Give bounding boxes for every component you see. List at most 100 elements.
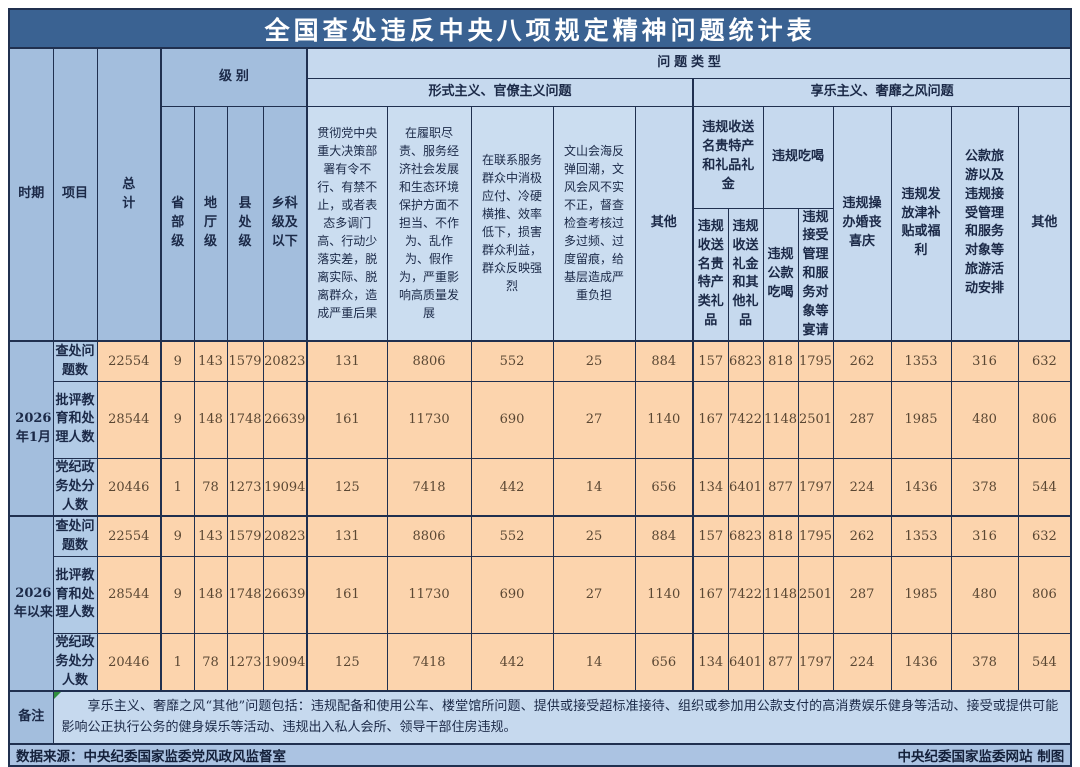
data-cell: 167 [692, 380, 729, 459]
remark-text: 享乐主义、奢靡之风“其他”问题包括：违规配备和使用公车、楼堂馆所问题、提供或接受… [61, 699, 1059, 735]
data-cell: 6823 [727, 340, 764, 382]
col-header-formalism: 形式主义、官僚主义问题 [306, 77, 694, 107]
data-cell: 806 [1017, 380, 1072, 459]
col-header-allowances: 违规发放津补贴或福利 [890, 105, 952, 342]
data-cell: 157 [692, 340, 729, 382]
data-cell: 1436 [890, 457, 952, 517]
col-header-cash-gifts: 违规收送礼金和其他礼品 [727, 207, 764, 342]
data-cell: 884 [634, 515, 694, 557]
col-header-dining-group: 违规吃喝 [762, 105, 834, 209]
data-cell: 1797 [797, 632, 834, 692]
data-cell: 1353 [890, 515, 952, 557]
data-cell: 25 [552, 515, 636, 557]
data-cell: 6401 [727, 632, 764, 692]
table-row: 批评教育和处理人数 28544 9 148 1748 26639 161 117… [9, 380, 1072, 459]
data-cell: 22554 [96, 515, 162, 557]
data-cell: 7422 [727, 555, 764, 634]
row-label: 查处问题数 [52, 340, 98, 382]
data-cell: 157 [692, 515, 729, 557]
data-cell: 224 [832, 457, 892, 517]
data-cell: 877 [762, 632, 799, 692]
row-label: 批评教育和处理人数 [52, 380, 98, 459]
data-cell: 480 [950, 555, 1019, 634]
row-label: 查处问题数 [52, 515, 98, 557]
table-row: 党纪政务处分人数 20446 1 78 1273 19094 125 7418 … [9, 632, 1072, 692]
data-cell: 14 [552, 457, 636, 517]
data-cell: 262 [832, 340, 892, 382]
data-cell: 9 [160, 340, 195, 382]
data-cell: 378 [950, 457, 1019, 517]
data-cell: 316 [950, 515, 1019, 557]
data-cell: 19094 [262, 632, 308, 692]
data-cell: 1148 [762, 555, 799, 634]
data-cell: 27 [552, 555, 636, 634]
data-cell: 1579 [226, 340, 264, 382]
period-cell: 2026年1月 [8, 340, 54, 517]
row-label: 党纪政务处分人数 [52, 632, 98, 692]
table-row: 党纪政务处分人数 20446 1 78 1273 19094 125 7418 … [9, 457, 1072, 517]
remark-content: 享乐主义、奢靡之风“其他”问题包括：违规配备和使用公车、楼堂馆所问题、提供或接受… [52, 690, 1072, 745]
data-cell: 1795 [797, 340, 834, 382]
row-label: 批评教育和处理人数 [52, 555, 98, 634]
data-cell: 2501 [797, 380, 834, 459]
col-header-level-township: 乡科级及以下 [262, 105, 308, 342]
data-cell: 20823 [262, 340, 308, 382]
col-header-specialty-gifts: 违规收送名贵特产类礼品 [692, 207, 729, 342]
data-cell: 1795 [797, 515, 834, 557]
data-cell: 632 [1017, 340, 1072, 382]
data-cell: 8806 [386, 515, 472, 557]
data-cell: 19094 [262, 457, 308, 517]
col-header-level: 级别 [160, 47, 308, 107]
data-cell: 287 [832, 555, 892, 634]
data-cell: 143 [193, 340, 228, 382]
data-cell: 22554 [96, 340, 162, 382]
col-header-total: 总计 [96, 47, 162, 342]
data-cell: 78 [193, 457, 228, 517]
data-cell: 20446 [96, 632, 162, 692]
col-header-level-county: 县处级 [226, 105, 264, 342]
data-cell: 818 [762, 340, 799, 382]
data-cell: 26639 [262, 555, 308, 634]
data-cell: 27 [552, 380, 636, 459]
data-cell: 442 [470, 632, 554, 692]
data-cell: 877 [762, 457, 799, 517]
data-cell: 125 [306, 457, 388, 517]
data-cell: 1273 [226, 632, 264, 692]
data-cell: 378 [950, 632, 1019, 692]
data-cell: 480 [950, 380, 1019, 459]
col-header-weddings-funerals: 违规操办婚丧喜庆 [832, 105, 892, 342]
data-cell: 25 [552, 340, 636, 382]
data-cell: 316 [950, 340, 1019, 382]
data-cell: 148 [193, 380, 228, 459]
col-header-banquet-invites: 违规接受管理和服务对象等宴请 [797, 207, 834, 342]
data-cell: 287 [832, 380, 892, 459]
statistics-table: 全国查处违反中央八项规定精神问题统计表 时期 项目 总计 级别 问题类型 形式主… [8, 8, 1073, 767]
data-cell: 656 [634, 457, 694, 517]
data-cell: 7418 [386, 457, 472, 517]
data-cell: 1579 [226, 515, 264, 557]
data-cell: 690 [470, 380, 554, 459]
col-header-formalism-1: 贯彻党中央重大决策部署有令不行、有禁不止，或者表态多调门高、行动少落实差，脱离实… [306, 105, 388, 342]
data-cell: 1148 [762, 380, 799, 459]
data-cell: 161 [306, 555, 388, 634]
data-cell: 9 [160, 555, 195, 634]
col-header-formalism-3: 在联系服务群众中消极应付、冷硬横推、效率低下，损害群众利益，群众反映强烈 [470, 105, 554, 342]
col-header-period: 时期 [8, 47, 54, 342]
data-cell: 818 [762, 515, 799, 557]
data-cell: 167 [692, 555, 729, 634]
credit-label: 中央纪委国家监委网站 制图 [897, 748, 1065, 765]
data-cell: 78 [193, 632, 228, 692]
row-label: 党纪政务处分人数 [52, 457, 98, 517]
data-cell: 7418 [386, 632, 472, 692]
table-row: 备注 享乐主义、奢靡之风“其他”问题包括：违规配备和使用公车、楼堂馆所问题、提供… [8, 690, 1072, 745]
table-row: 2026年以来 查处问题数 22554 9 143 1579 20823 131… [8, 515, 1072, 692]
data-cell: 134 [692, 632, 729, 692]
data-cell: 632 [1017, 515, 1072, 557]
col-header-item: 项目 [52, 47, 98, 342]
table-row: 2026年1月 查处问题数 22554 9 143 1579 20823 1 31… [8, 340, 1072, 517]
col-header-hedonism-other: 其他 [1017, 105, 1072, 342]
data-cell: 1 [160, 457, 195, 517]
col-header-formalism-2: 在履职尽责、服务经济社会发展和生态环境保护方面不担当、不作为、乱作为、假作为，严… [386, 105, 472, 342]
col-header-problem-type: 问题类型 [305, 47, 1072, 79]
data-cell: 28544 [96, 380, 162, 459]
